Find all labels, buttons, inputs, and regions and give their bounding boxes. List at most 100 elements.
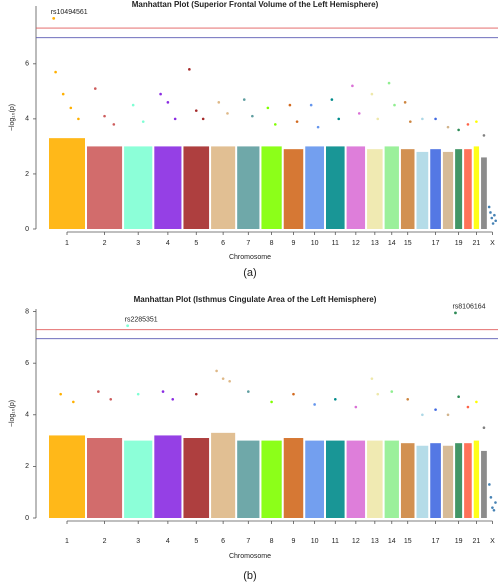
snp-cloud: [416, 445, 429, 518]
snp-point: [351, 84, 354, 88]
snp-point: [266, 106, 270, 110]
x-tick-label: 12: [352, 538, 360, 545]
snp-point: [194, 392, 198, 396]
snp-cloud: [305, 146, 325, 229]
snp-point: [217, 101, 221, 104]
x-tick-label: 5: [194, 240, 198, 247]
snp-cloud: [305, 440, 325, 518]
snp-point: [406, 398, 410, 401]
snp-point: [421, 413, 424, 417]
y-tick-label: 6: [25, 61, 29, 68]
snp-point: [334, 398, 337, 401]
snp-point: [491, 222, 495, 225]
snp-cloud: [326, 146, 345, 229]
snp-cloud: [464, 443, 472, 518]
y-tick-label: 4: [25, 116, 29, 123]
snp-point: [188, 68, 191, 71]
snp-point: [409, 120, 412, 123]
snp-point: [316, 125, 320, 129]
chart-title: Manhattan Plot (Superior Frontal Volume …: [132, 0, 379, 9]
snp-point: [131, 103, 135, 107]
x-tick-label: 15: [404, 538, 412, 545]
snp-point: [376, 392, 380, 396]
snp-point: [466, 405, 470, 409]
snp-point: [166, 101, 170, 104]
snp-point: [494, 501, 497, 504]
snp-point: [109, 398, 113, 401]
x-tick-label: 2: [103, 240, 107, 247]
snp-point: [403, 101, 407, 104]
y-axis-label: −log₁₀(p): [9, 104, 16, 131]
x-tick-label: 4: [166, 240, 170, 247]
snp-point: [466, 123, 470, 126]
snp-cloud: [430, 149, 441, 229]
snp-cloud: [183, 146, 210, 229]
x-tick-label: 17: [432, 538, 440, 545]
snp-cloud: [346, 440, 366, 518]
x-tick-label: 13: [371, 240, 379, 247]
snp-point: [292, 392, 295, 396]
x-tick-label: 10: [311, 240, 319, 247]
snp-point: [482, 134, 486, 137]
snp-point: [171, 398, 175, 401]
snp-point: [201, 117, 205, 121]
snp-annotation: rs8106164: [452, 304, 485, 311]
snp-point: [446, 413, 450, 417]
x-tick-label: 14: [388, 538, 396, 545]
snp-point: [97, 390, 100, 393]
x-tick-label: 7: [246, 538, 250, 545]
snp-cloud: [455, 149, 463, 229]
snp-point: [354, 405, 358, 409]
x-tick-label: 10: [311, 538, 319, 545]
snp-point: [52, 16, 56, 20]
snp-point: [159, 92, 162, 96]
snp-point: [330, 98, 334, 101]
y-tick-label: 4: [25, 412, 29, 419]
snp-point: [295, 120, 299, 123]
x-tick-label: 19: [455, 538, 463, 545]
snp-cloud: [384, 146, 399, 229]
snp-cloud: [473, 440, 480, 518]
x-tick-label: 14: [388, 240, 396, 247]
snp-point: [482, 426, 486, 429]
snp-annotation: rs10494561: [51, 9, 88, 16]
snp-point: [492, 508, 496, 512]
x-axis-label: Chromosome: [229, 553, 271, 560]
snp-point: [136, 392, 140, 396]
snp-point: [454, 311, 457, 315]
x-tick-label: 2: [103, 538, 107, 545]
snp-point: [421, 117, 424, 121]
snp-cloud: [430, 443, 441, 518]
caption: (a): [243, 267, 256, 279]
snp-point: [370, 377, 374, 380]
snp-point: [487, 205, 491, 209]
snp-cloud: [261, 146, 282, 229]
snp-point: [126, 324, 130, 328]
snp-point: [489, 211, 492, 214]
snp-point: [69, 106, 73, 110]
x-tick-label: 21: [472, 538, 480, 545]
snp-point: [112, 123, 116, 126]
caption: (b): [243, 570, 256, 582]
x-tick-label: 1: [65, 240, 69, 247]
x-tick-label: 4: [166, 538, 170, 545]
snp-cloud: [87, 438, 123, 518]
snp-point: [491, 506, 494, 509]
y-tick-label: 0: [25, 226, 29, 233]
snp-point: [446, 125, 450, 129]
y-tick-label: 2: [25, 171, 29, 178]
snp-point: [273, 123, 277, 126]
snp-point: [489, 496, 493, 499]
snp-point: [61, 92, 65, 96]
snp-cloud: [124, 440, 153, 518]
snp-cloud: [237, 146, 260, 229]
snp-point: [494, 219, 497, 223]
snp-point: [270, 400, 273, 404]
snp-cloud: [367, 149, 383, 229]
snp-cloud: [442, 151, 454, 229]
snp-point: [434, 117, 437, 121]
snp-point: [313, 403, 316, 406]
snp-point: [288, 103, 292, 107]
snp-point: [390, 390, 394, 393]
x-tick-label: 6: [221, 538, 225, 545]
